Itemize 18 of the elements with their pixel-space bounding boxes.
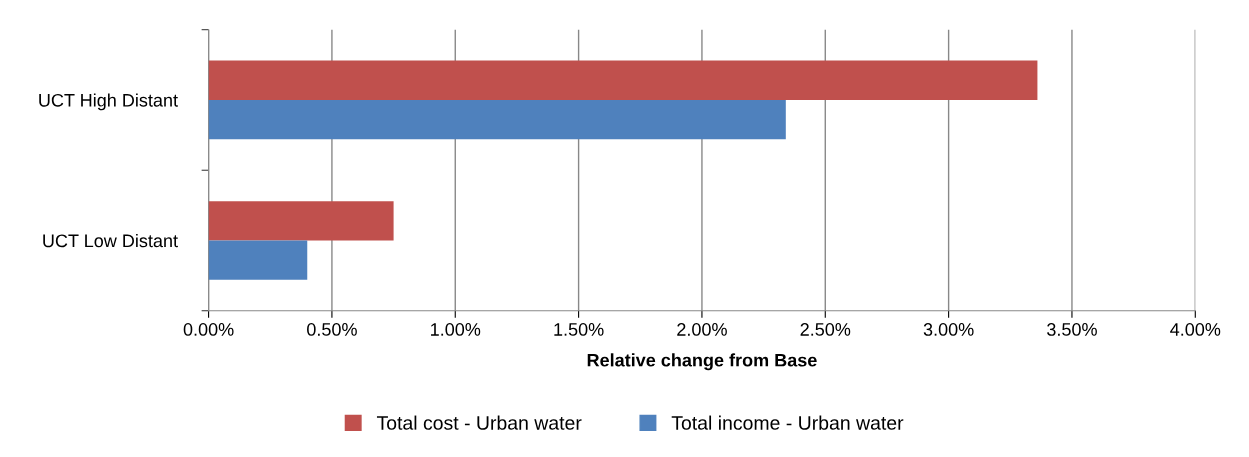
x-tick-label: 3.50% [1047, 323, 1097, 336]
x-tick-label: 1.50% [554, 323, 604, 336]
x-tick-label: 0.00% [183, 323, 234, 336]
legend-label: Total income - Urban water [671, 415, 904, 430]
x-tick-label: 3.00% [923, 323, 974, 336]
x-tick-label: 2.00% [677, 323, 727, 336]
bar [208, 60, 1038, 100]
bar [208, 240, 308, 280]
bar [208, 201, 394, 241]
x-tick-label: 1.00% [431, 323, 481, 336]
x-tick-label: 2.50% [800, 323, 851, 336]
y-tick-label: UCT High Distant [39, 93, 178, 111]
y-tick-label: UCT Low Distant [43, 233, 178, 248]
legend-label: Total cost - Urban water [376, 415, 582, 430]
x-tick-label: 0.50% [307, 323, 357, 336]
x-tick-label: 4.00% [1170, 323, 1221, 336]
x-axis-title: Relative change from Base [587, 353, 817, 371]
bar [208, 99, 786, 140]
